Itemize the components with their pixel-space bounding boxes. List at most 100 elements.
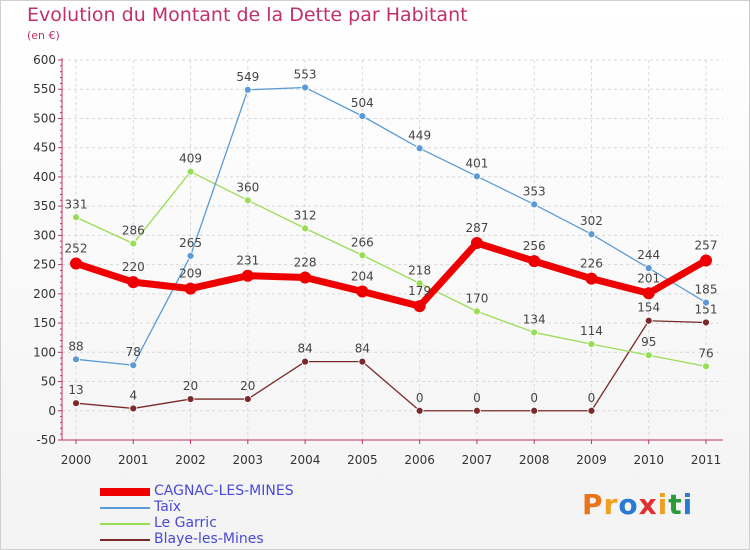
data-point (72, 213, 80, 222)
y-tick-label: 600 (33, 53, 56, 67)
data-label: 114 (580, 324, 603, 338)
data-label: 257 (695, 239, 718, 253)
data-point (642, 287, 655, 300)
logo-letter: r (603, 488, 619, 521)
data-point (356, 285, 369, 298)
data-point (587, 230, 596, 239)
data-label: 409 (179, 152, 202, 166)
data-point (644, 316, 653, 325)
data-label: 265 (179, 236, 202, 250)
data-point (415, 279, 424, 288)
data-point (127, 276, 140, 289)
data-label: 151 (695, 302, 718, 316)
data-point (473, 307, 481, 316)
y-tick-label: 200 (33, 287, 56, 301)
data-label: 312 (294, 208, 317, 222)
y-tick-label: 350 (33, 199, 56, 213)
data-label: 252 (65, 241, 88, 255)
y-tick-label: 100 (33, 345, 56, 359)
legend-label-blaye: Blaye-les-Mines (154, 531, 264, 547)
data-point (186, 167, 195, 176)
proxiti-logo: Proxiti (582, 488, 693, 521)
data-label: 76 (698, 346, 713, 360)
legend-label-cagnac: CAGNAC-LES-MINES (154, 483, 294, 499)
x-tick-label: 2006 (404, 453, 435, 467)
legend-label-le-garric: Le Garric (154, 515, 217, 531)
data-point (587, 406, 596, 415)
data-label: 154 (637, 301, 660, 315)
legend-swatch-cagnac (100, 488, 150, 496)
data-label: 4 (129, 388, 137, 402)
data-label: 20 (183, 379, 198, 393)
data-label: 0 (588, 391, 596, 405)
data-label: 0 (530, 391, 538, 405)
data-point (301, 224, 309, 233)
logo-letter: i (657, 488, 669, 521)
data-label: 287 (465, 221, 488, 235)
data-label: 201 (637, 271, 660, 285)
y-tick-label: 400 (33, 170, 56, 184)
data-label: 88 (68, 339, 83, 353)
data-point (415, 406, 424, 415)
y-tick-label: 500 (33, 111, 56, 125)
data-label: 218 (408, 263, 431, 277)
data-label: 179 (408, 284, 431, 298)
y-tick-label: 550 (33, 82, 56, 96)
data-point (702, 298, 710, 307)
data-label: 84 (355, 342, 370, 356)
data-label: 209 (179, 267, 202, 281)
x-tick-label: 2008 (519, 453, 550, 467)
data-point (72, 355, 80, 364)
legend-item-le-garric: Le Garric (100, 515, 400, 532)
data-label: 256 (523, 239, 546, 253)
legend-swatch-taix (100, 507, 150, 509)
data-point (530, 328, 539, 337)
legend-item-cagnac: CAGNAC-LES-MINES (100, 483, 400, 500)
data-point (301, 357, 309, 366)
y-tick-label: 150 (33, 316, 56, 330)
data-point (299, 271, 312, 284)
data-label: 0 (416, 391, 424, 405)
x-tick-label: 2004 (290, 453, 321, 467)
x-tick-label: 2005 (347, 453, 378, 467)
data-label: 302 (580, 214, 603, 228)
data-point (186, 395, 195, 403)
chart-title: Evolution du Montant de la Dette par Hab… (27, 4, 468, 26)
data-point (301, 83, 309, 92)
data-label: 78 (126, 345, 141, 359)
series-line-3 (75, 320, 707, 412)
data-label: 95 (641, 335, 656, 349)
data-label: 185 (695, 283, 718, 297)
data-point (413, 300, 426, 313)
data-label: 504 (351, 96, 374, 110)
data-point (528, 255, 541, 268)
logo-letter: t (668, 488, 683, 521)
data-point (644, 351, 653, 360)
data-label: 231 (236, 254, 259, 268)
data-point (243, 196, 252, 205)
y-tick-label: -50 (36, 433, 56, 447)
data-point (644, 264, 653, 273)
data-point (358, 112, 367, 121)
data-label: 13 (68, 383, 83, 397)
data-point (184, 282, 197, 295)
data-point (702, 362, 710, 371)
data-label: 20 (240, 379, 255, 393)
data-label: 170 (465, 291, 488, 305)
data-label: 84 (297, 342, 312, 356)
data-point (241, 269, 254, 282)
x-tick-label: 2009 (576, 453, 607, 467)
data-point (129, 404, 138, 413)
data-label: 204 (351, 270, 374, 284)
data-point (587, 340, 596, 349)
data-point (129, 239, 138, 248)
data-point (243, 395, 252, 403)
y-tick-label: 300 (33, 228, 56, 242)
data-label: 286 (122, 224, 145, 238)
data-point (530, 200, 539, 209)
legend-item-blaye: Blaye-les-Mines (100, 531, 400, 548)
y-tick-label: 450 (33, 141, 56, 155)
data-point (70, 257, 82, 270)
